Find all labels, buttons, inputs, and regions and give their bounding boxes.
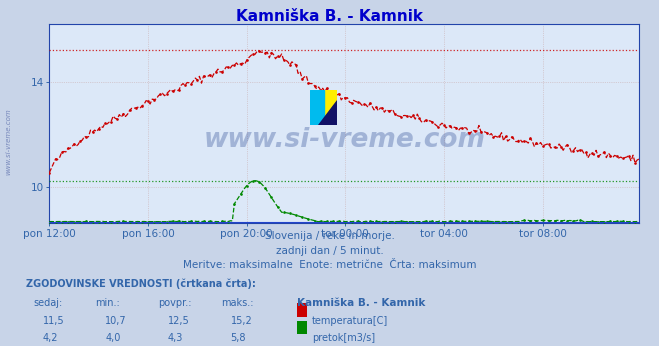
Text: sedaj:: sedaj: [33,298,62,308]
Text: 4,3: 4,3 [168,333,183,343]
Text: 15,2: 15,2 [231,316,252,326]
Text: Kamniška B. - Kamnik: Kamniška B. - Kamnik [236,9,423,24]
Text: temperatura[C]: temperatura[C] [312,316,388,326]
Text: 4,2: 4,2 [43,333,59,343]
Text: 12,5: 12,5 [168,316,190,326]
Text: www.si-vreme.com: www.si-vreme.com [204,127,485,153]
Text: Slovenija / reke in morje.: Slovenija / reke in morje. [264,231,395,241]
Text: maks.:: maks.: [221,298,253,308]
Polygon shape [318,100,337,125]
Polygon shape [324,90,337,125]
Text: pretok[m3/s]: pretok[m3/s] [312,333,375,343]
Text: Meritve: maksimalne  Enote: metrične  Črta: maksimum: Meritve: maksimalne Enote: metrične Črta… [183,260,476,270]
Text: zadnji dan / 5 minut.: zadnji dan / 5 minut. [275,246,384,256]
Text: Kamniška B. - Kamnik: Kamniška B. - Kamnik [297,298,425,308]
Text: povpr.:: povpr.: [158,298,192,308]
Text: 4,0: 4,0 [105,333,121,343]
Text: 5,8: 5,8 [231,333,246,343]
Polygon shape [310,90,324,125]
Text: 11,5: 11,5 [43,316,65,326]
Text: 10,7: 10,7 [105,316,127,326]
Text: min.:: min.: [96,298,121,308]
Text: www.si-vreme.com: www.si-vreme.com [5,109,11,175]
Text: ZGODOVINSKE VREDNOSTI (črtkana črta):: ZGODOVINSKE VREDNOSTI (črtkana črta): [26,279,256,289]
